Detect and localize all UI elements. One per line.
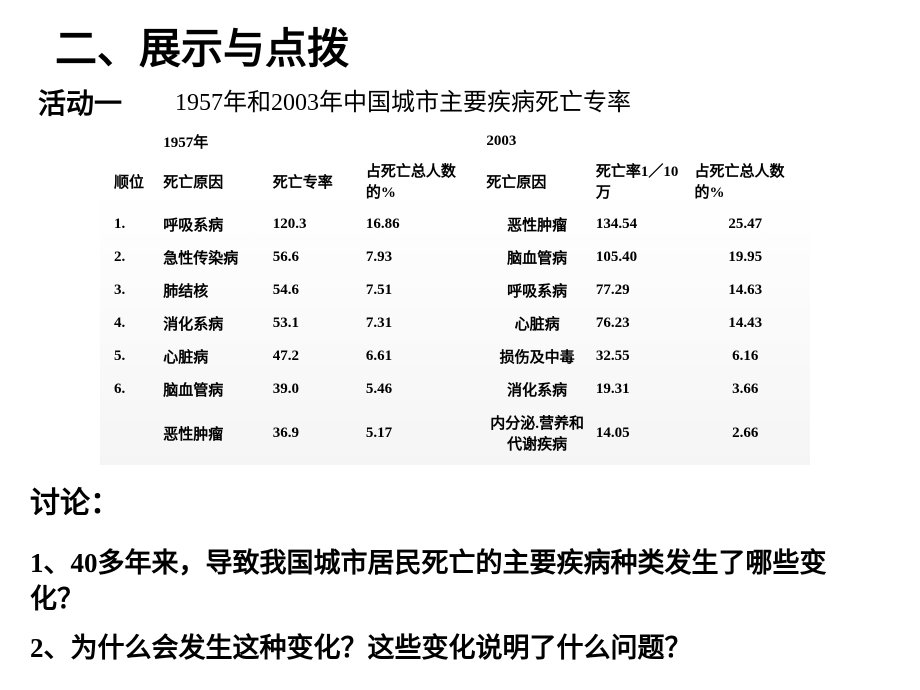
cell-cause2: 内分泌.营养和代谢疾病: [482, 406, 592, 460]
year1-label: 1957年: [159, 125, 269, 154]
cell-rate2: 76.23: [592, 307, 691, 340]
cell-pct2: 6.16: [690, 340, 800, 373]
cell-rate2: 105.40: [592, 241, 691, 274]
cell-pct2: 25.47: [690, 208, 800, 241]
cell-cause1: 肺结核: [159, 274, 269, 307]
table-row: 6. 脑血管病 39.0 5.46 消化系病 19.31 3.66: [110, 373, 800, 406]
cell-rank: 6.: [110, 373, 159, 406]
header-rank: 顺位: [110, 154, 159, 208]
question-2: 2、为什么会发生这种变化？这些变化说明了什么问题？: [30, 630, 880, 666]
cell-rank: 5.: [110, 340, 159, 373]
mortality-table: 1957年 2003 顺位 死亡原因 死亡专率 占死亡总人数的% 死亡原因 死亡…: [110, 125, 800, 460]
cell-cause2: 呼吸系病: [482, 274, 592, 307]
cell-rate2: 77.29: [592, 274, 691, 307]
cell-rate1: 53.1: [269, 307, 362, 340]
cell-pct2: 3.66: [690, 373, 800, 406]
cell-cause2: 脑血管病: [482, 241, 592, 274]
year2-label: 2003: [482, 125, 592, 154]
cell-rank: [110, 406, 159, 460]
cell-pct1: 7.93: [362, 241, 482, 274]
cell-pct1: 7.31: [362, 307, 482, 340]
cell-pct2: 2.66: [690, 406, 800, 460]
cell-pct2: 19.95: [690, 241, 800, 274]
cell-cause1: 消化系病: [159, 307, 269, 340]
table-row: 恶性肿瘤 36.9 5.17 内分泌.营养和代谢疾病 14.05 2.66: [110, 406, 800, 460]
cell-rank: 4.: [110, 307, 159, 340]
cell-rank: 2.: [110, 241, 159, 274]
table-row: 5. 心脏病 47.2 6.61 损伤及中毒 32.55 6.16: [110, 340, 800, 373]
header-pct1: 占死亡总人数的%: [362, 154, 482, 208]
cell-rate2: 134.54: [592, 208, 691, 241]
header-pct2: 占死亡总人数的%: [690, 154, 800, 208]
header-rate1: 死亡专率: [269, 154, 362, 208]
cell-cause1: 呼吸系病: [159, 208, 269, 241]
cell-rank: 1.: [110, 208, 159, 241]
year-header-row: 1957年 2003: [110, 125, 800, 154]
cell-rate1: 56.6: [269, 241, 362, 274]
cell-rate1: 36.9: [269, 406, 362, 460]
cell-rate1: 120.3: [269, 208, 362, 241]
cell-rate1: 39.0: [269, 373, 362, 406]
header-rate2: 死亡率1／10万: [592, 154, 691, 208]
activity-label: 活动一: [38, 82, 122, 122]
cell-pct1: 7.51: [362, 274, 482, 307]
table-row: 1. 呼吸系病 120.3 16.86 恶性肿瘤 134.54 25.47: [110, 208, 800, 241]
table-title: 1957年和2003年中国城市主要疾病死亡专率: [175, 82, 631, 117]
discuss-label: 讨论：: [30, 478, 120, 522]
cell-cause1: 恶性肿瘤: [159, 406, 269, 460]
cell-pct1: 5.46: [362, 373, 482, 406]
cell-rate2: 14.05: [592, 406, 691, 460]
header-row: 顺位 死亡原因 死亡专率 占死亡总人数的% 死亡原因 死亡率1／10万 占死亡总…: [110, 154, 800, 208]
cell-rate2: 19.31: [592, 373, 691, 406]
cell-pct2: 14.43: [690, 307, 800, 340]
header-cause2: 死亡原因: [482, 154, 592, 208]
cell-cause2: 损伤及中毒: [482, 340, 592, 373]
cell-rate1: 54.6: [269, 274, 362, 307]
cell-pct1: 6.61: [362, 340, 482, 373]
question-1: 1、40多年来，导致我国城市居民死亡的主要疾病种类发生了哪些变化？: [30, 545, 880, 618]
cell-cause1: 急性传染病: [159, 241, 269, 274]
data-table-container: 1957年 2003 顺位 死亡原因 死亡专率 占死亡总人数的% 死亡原因 死亡…: [100, 120, 810, 465]
table-row: 4. 消化系病 53.1 7.31 心脏病 76.23 14.43: [110, 307, 800, 340]
header-cause1: 死亡原因: [159, 154, 269, 208]
cell-cause1: 心脏病: [159, 340, 269, 373]
cell-cause2: 恶性肿瘤: [482, 208, 592, 241]
cell-rate2: 32.55: [592, 340, 691, 373]
cell-pct1: 5.17: [362, 406, 482, 460]
cell-rank: 3.: [110, 274, 159, 307]
cell-rate1: 47.2: [269, 340, 362, 373]
cell-cause2: 心脏病: [482, 307, 592, 340]
cell-cause1: 脑血管病: [159, 373, 269, 406]
table-row: 2. 急性传染病 56.6 7.93 脑血管病 105.40 19.95: [110, 241, 800, 274]
main-title: 二、展示与点拨: [0, 0, 920, 76]
cell-pct2: 14.63: [690, 274, 800, 307]
cell-cause2: 消化系病: [482, 373, 592, 406]
table-row: 3. 肺结核 54.6 7.51 呼吸系病 77.29 14.63: [110, 274, 800, 307]
cell-pct1: 16.86: [362, 208, 482, 241]
